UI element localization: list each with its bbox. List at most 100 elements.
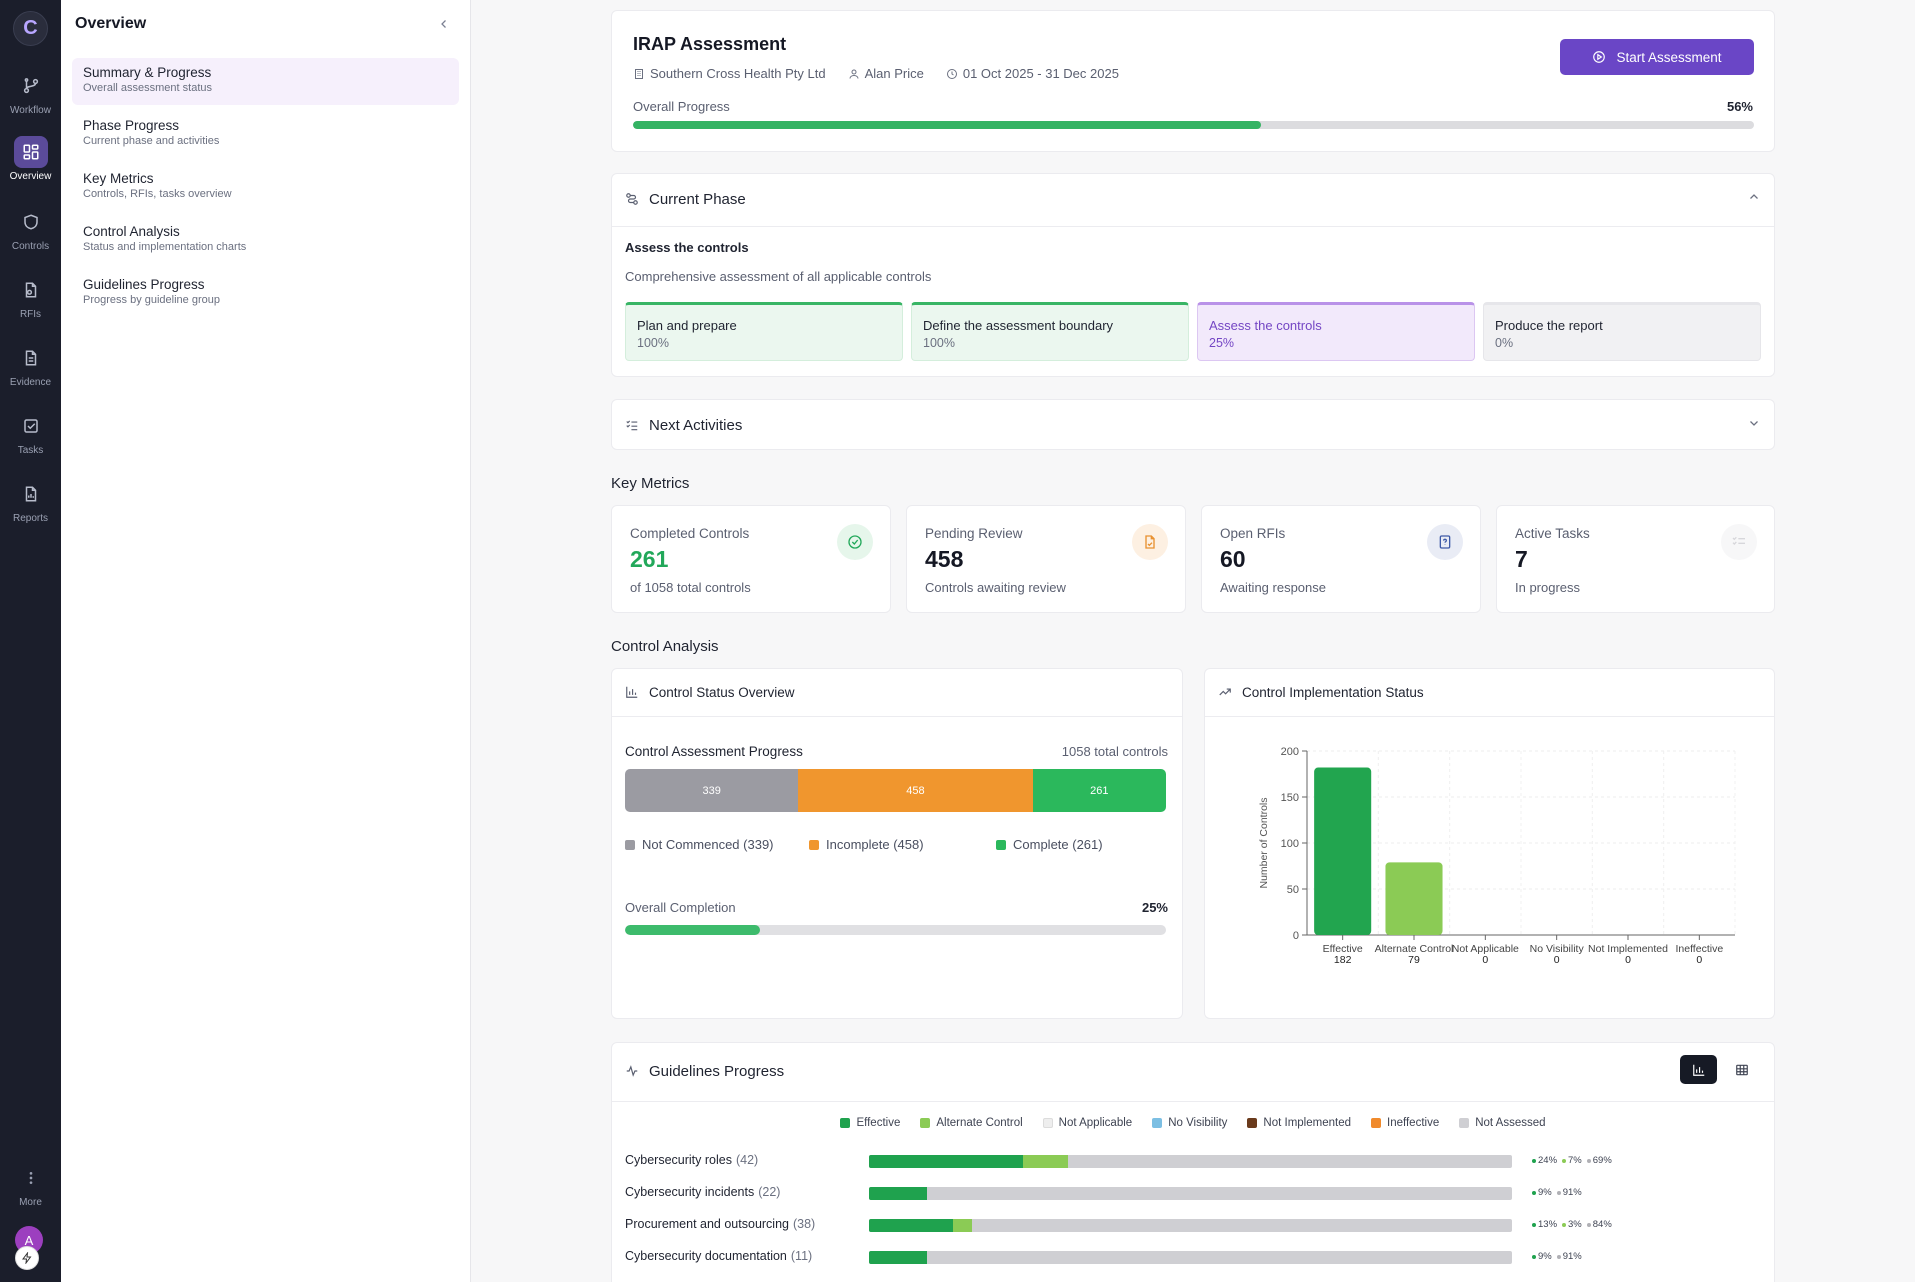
guidelines-progress-card: Guidelines Progress Effective Alternate …	[611, 1042, 1775, 1282]
date-range-text: 01 Oct 2025 - 31 Dec 2025	[962, 66, 1119, 81]
phase-name: Define the assessment boundary	[923, 318, 1114, 333]
bar-chart-icon	[626, 686, 638, 698]
card-title: Control Implementation Status	[1242, 684, 1424, 700]
x-tick-label: Not Implemented	[1588, 943, 1668, 955]
file-question-icon	[1427, 524, 1463, 560]
percent-not-assessed: 84%	[1586, 1219, 1612, 1230]
percent-effective: 13%	[1532, 1219, 1557, 1230]
status-segment-complete: 261	[1032, 769, 1166, 812]
sidebar-item-title: Summary & Progress	[83, 65, 212, 80]
rail-label: Reports	[12, 513, 48, 524]
section-sidebar: Overview Summary & Progress Overall asse…	[61, 0, 471, 1282]
legend-swatch	[1152, 1118, 1163, 1128]
data-label: 182	[1334, 954, 1352, 966]
rail-item-controls[interactable]: Controls	[0, 206, 61, 262]
guideline-row[interactable]: Cybersecurity documentation (11) 9% 91%	[625, 1247, 1765, 1267]
metric-open-rfis: Open RFIs 60 Awaiting response	[1201, 505, 1481, 613]
x-tick-label: Not Applicable	[1452, 943, 1519, 955]
legend-item: Not Commenced (339)	[625, 837, 809, 852]
chart-view-button[interactable]	[1680, 1055, 1717, 1084]
expand-toggle[interactable]	[1748, 416, 1760, 434]
overall-progress-value: 56%	[1726, 99, 1753, 114]
overall-completion-label: Overall Completion	[625, 900, 736, 915]
organization: Southern Cross Health Pty Ltd	[633, 66, 826, 81]
list-check-icon	[1721, 524, 1757, 560]
rail-label: Controls	[11, 241, 50, 252]
assessment-meta: Southern Cross Health Pty Ltd Alan Price…	[633, 66, 1119, 81]
rail-label: Workflow	[10, 105, 51, 116]
data-label: 0	[1554, 954, 1560, 966]
control-status-stacked-bar: 339 458 261	[625, 769, 1166, 812]
rail-item-overview[interactable]: Overview	[0, 136, 61, 192]
sidebar-item-phase-progress[interactable]: Phase Progress Current phase and activit…	[72, 111, 459, 158]
sidebar-item-summary[interactable]: Summary & Progress Overall assessment st…	[72, 58, 459, 105]
sidebar-item-key-metrics[interactable]: Key Metrics Controls, RFIs, tasks overvi…	[72, 164, 459, 211]
overall-completion-fill	[625, 925, 761, 935]
collapse-toggle[interactable]	[1748, 190, 1760, 208]
guideline-label: Cybersecurity roles (42)	[625, 1153, 758, 1167]
page-title: IRAP Assessment	[633, 34, 787, 54]
organization-name: Southern Cross Health Pty Ltd	[650, 66, 826, 81]
rail-item-reports[interactable]: Reports	[0, 478, 61, 534]
app-logo[interactable]: C	[13, 11, 48, 46]
next-activities-card[interactable]: Next Activities	[611, 399, 1775, 450]
control-status-overview-card: Control Status Overview Control Assessme…	[611, 668, 1183, 1019]
legend-swatch	[809, 839, 819, 850]
y-tick-label: 100	[1281, 838, 1299, 850]
rail-item-more[interactable]: More	[0, 1162, 61, 1218]
file-edit-icon	[1132, 524, 1168, 560]
metric-active-tasks: Active Tasks 7 In progress	[1496, 505, 1775, 613]
divider	[612, 226, 1774, 227]
collapse-sidebar-button[interactable]	[434, 14, 454, 34]
status-segment-incomplete: 458	[798, 769, 1033, 812]
control-implementation-card: Control Implementation Status 0 50 100 150 2…	[1204, 668, 1775, 1019]
key-metrics-title: Key Metrics	[611, 475, 690, 492]
metric-subtext: In progress	[1515, 580, 1581, 595]
current-phase-description: Comprehensive assessment of all applicab…	[625, 269, 932, 284]
bar-alternate-control	[1385, 862, 1443, 935]
phase-produce-report[interactable]: Produce the report 0%	[1483, 302, 1761, 361]
guideline-progress-bar	[869, 1187, 1512, 1200]
sidebar-item-subtitle: Controls, RFIs, tasks overview	[83, 188, 232, 200]
segment-effective	[869, 1187, 927, 1200]
sidebar-item-control-analysis[interactable]: Control Analysis Status and implementati…	[72, 217, 459, 264]
guideline-progress-bar	[869, 1251, 1512, 1264]
checkbox-icon	[14, 410, 48, 442]
guideline-name: Cybersecurity documentation	[625, 1249, 787, 1263]
legend-item: Ineffective	[1371, 1117, 1439, 1129]
legend-label: Not Commenced (339)	[642, 837, 774, 852]
chevron-up-icon	[1750, 194, 1758, 199]
y-tick-label: 200	[1281, 746, 1299, 758]
rail-item-evidence[interactable]: Evidence	[0, 342, 61, 398]
phase-plan-and-prepare[interactable]: Plan and prepare 100%	[625, 302, 903, 361]
guideline-row[interactable]: Cybersecurity incidents (22) 9% 91%	[625, 1183, 1765, 1203]
flash-button[interactable]	[15, 1246, 39, 1270]
current-phase-header[interactable]: Current Phase	[625, 174, 746, 224]
legend-item: Complete (261)	[996, 837, 1103, 852]
metric-label: Completed Controls	[630, 526, 750, 541]
metric-pending-review: Pending Review 458 Controls awaiting rev…	[906, 505, 1186, 613]
guideline-percentages: 13% 3% 84%	[1532, 1219, 1612, 1230]
sidebar-title: Overview	[75, 15, 147, 32]
rail-item-workflow[interactable]: Workflow	[0, 70, 61, 126]
sidebar-item-subtitle: Current phase and activities	[83, 135, 220, 147]
table-view-button[interactable]	[1723, 1055, 1760, 1084]
sidebar-item-guidelines-progress[interactable]: Guidelines Progress Progress by guidelin…	[72, 270, 459, 317]
date-range: 01 Oct 2025 - 31 Dec 2025	[946, 66, 1119, 81]
rail-item-rfis[interactable]: RFIs	[0, 274, 61, 330]
start-assessment-button[interactable]: Start Assessment	[1560, 39, 1754, 75]
sidebar-item-title: Phase Progress	[83, 118, 180, 133]
start-assessment-label: Start Assessment	[1616, 49, 1722, 65]
next-activities-header[interactable]: Next Activities	[625, 400, 742, 450]
phase-assess-controls[interactable]: Assess the controls 25%	[1197, 302, 1475, 361]
card-header: Control Implementation Status	[1218, 669, 1424, 715]
guideline-row[interactable]: Cybersecurity roles (42) 24% 7% 69%	[625, 1151, 1765, 1171]
guideline-row[interactable]: Procurement and outsourcing (38) 13% 3% 8…	[625, 1215, 1765, 1235]
rail-item-tasks[interactable]: Tasks	[0, 410, 61, 466]
guideline-percentages: 9% 91%	[1532, 1187, 1582, 1198]
metric-value: 7	[1515, 546, 1528, 572]
activity-icon	[626, 1065, 638, 1077]
table-icon	[1735, 1064, 1748, 1075]
progress-title: Control Assessment Progress	[625, 744, 803, 759]
phase-define-boundary[interactable]: Define the assessment boundary 100%	[911, 302, 1189, 361]
